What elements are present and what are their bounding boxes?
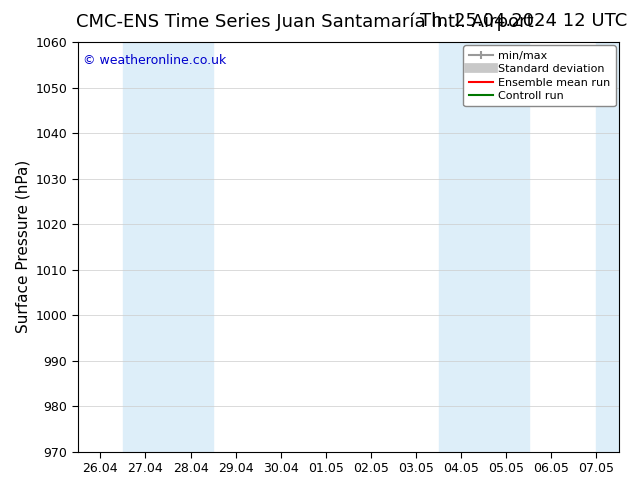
Text: © weatheronline.co.uk: © weatheronline.co.uk <box>83 54 226 67</box>
Text: CMC-ENS Time Series Juan Santamaría Intl. Airport: CMC-ENS Time Series Juan Santamaría Intl… <box>76 12 534 31</box>
Bar <box>439 42 529 452</box>
Legend: min/max, Standard deviation, Ensemble mean run, Controll run: min/max, Standard deviation, Ensemble me… <box>463 46 616 106</box>
Bar <box>123 42 213 452</box>
Y-axis label: Surface Pressure (hPa): Surface Pressure (hPa) <box>15 160 30 333</box>
Bar <box>597 42 619 452</box>
Text: Th. 25.04.2024 12 UTC: Th. 25.04.2024 12 UTC <box>420 12 628 30</box>
